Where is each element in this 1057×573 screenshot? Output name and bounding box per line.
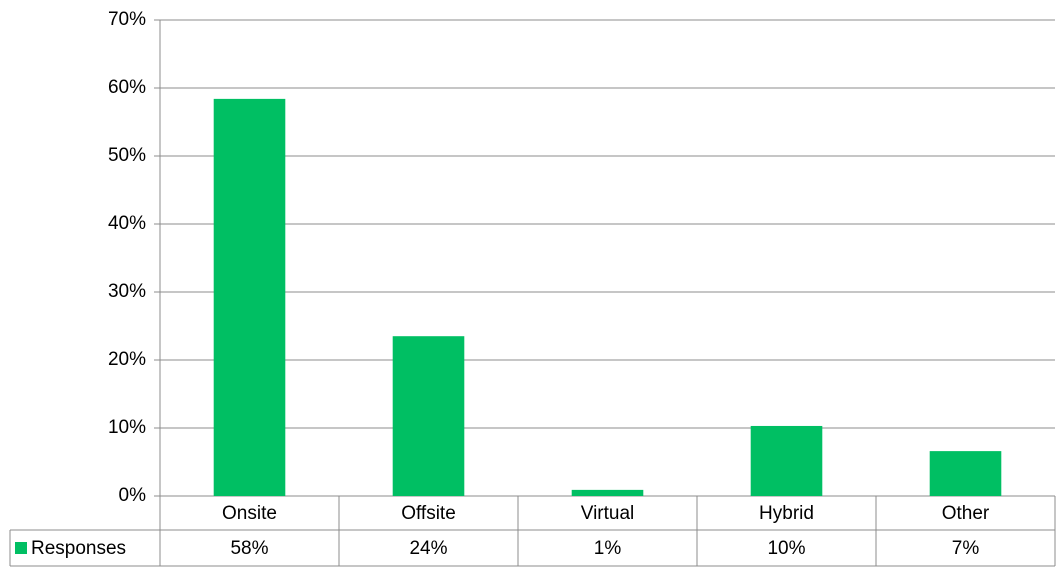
- data-table-value: 1%: [594, 538, 622, 559]
- y-tick-label: 60%: [108, 77, 146, 98]
- y-tick-label: 30%: [108, 281, 146, 302]
- bar: [571, 489, 644, 496]
- y-tick-label: 0%: [119, 485, 147, 506]
- bar: [929, 451, 1002, 496]
- y-tick-label: 50%: [108, 145, 146, 166]
- y-tick-label: 10%: [108, 417, 146, 438]
- y-tick-label: 20%: [108, 349, 146, 370]
- data-table-value: 7%: [952, 538, 980, 559]
- x-tick-label: Hybrid: [759, 503, 814, 524]
- x-tick-label: Offsite: [401, 503, 456, 524]
- legend-label: Responses: [31, 538, 126, 559]
- x-tick-label: Other: [942, 503, 990, 524]
- data-table-value: 58%: [230, 538, 268, 559]
- data-table-value: 10%: [767, 538, 805, 559]
- y-tick-label: 70%: [108, 9, 146, 30]
- data-table-value: 24%: [409, 538, 447, 559]
- bar: [213, 98, 286, 496]
- bar: [750, 425, 823, 496]
- x-tick-label: Onsite: [222, 503, 277, 524]
- bar: [392, 336, 465, 496]
- x-tick-label: Virtual: [581, 503, 635, 524]
- legend-swatch: [15, 542, 27, 554]
- y-tick-label: 40%: [108, 213, 146, 234]
